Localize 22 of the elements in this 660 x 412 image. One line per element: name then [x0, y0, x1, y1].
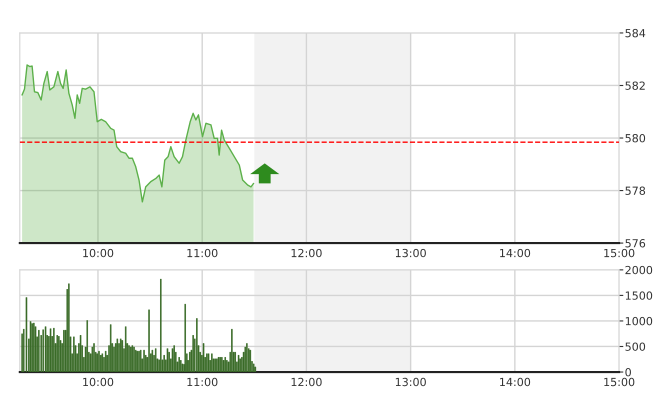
x-tick-label: 13:00 [396, 378, 426, 386]
x-tick-label: 15:00 [604, 378, 634, 386]
x-tick-label: 10:00 [83, 378, 114, 386]
x-tick-label: 12:00 [292, 378, 322, 386]
y-tick-label: 578 [625, 186, 646, 195]
y-tick-label: 582 [625, 81, 645, 90]
x-tick-label: 10:00 [83, 248, 114, 258]
y-tick-label: 2000 [625, 266, 652, 274]
x-tick-label: 11:00 [187, 248, 218, 258]
x-tick-label: 13:00 [396, 248, 426, 258]
x-tick-label: 11:00 [187, 378, 218, 386]
x-tick-label: 14:00 [500, 378, 530, 386]
x-tick-label: 15:00 [604, 248, 634, 258]
y-tick-label: 584 [625, 28, 646, 38]
y-tick-label: 580 [625, 134, 646, 142]
y-tick-label: 500 [625, 342, 646, 351]
x-tick-label: 14:00 [500, 248, 530, 258]
y-tick-label: 576 [625, 239, 646, 248]
y-tick-label: 1500 [626, 291, 652, 300]
y-tick-label: 0 [625, 368, 631, 376]
y-tick-label: 1000 [626, 316, 652, 326]
x-tick-label: 12:00 [292, 248, 322, 258]
